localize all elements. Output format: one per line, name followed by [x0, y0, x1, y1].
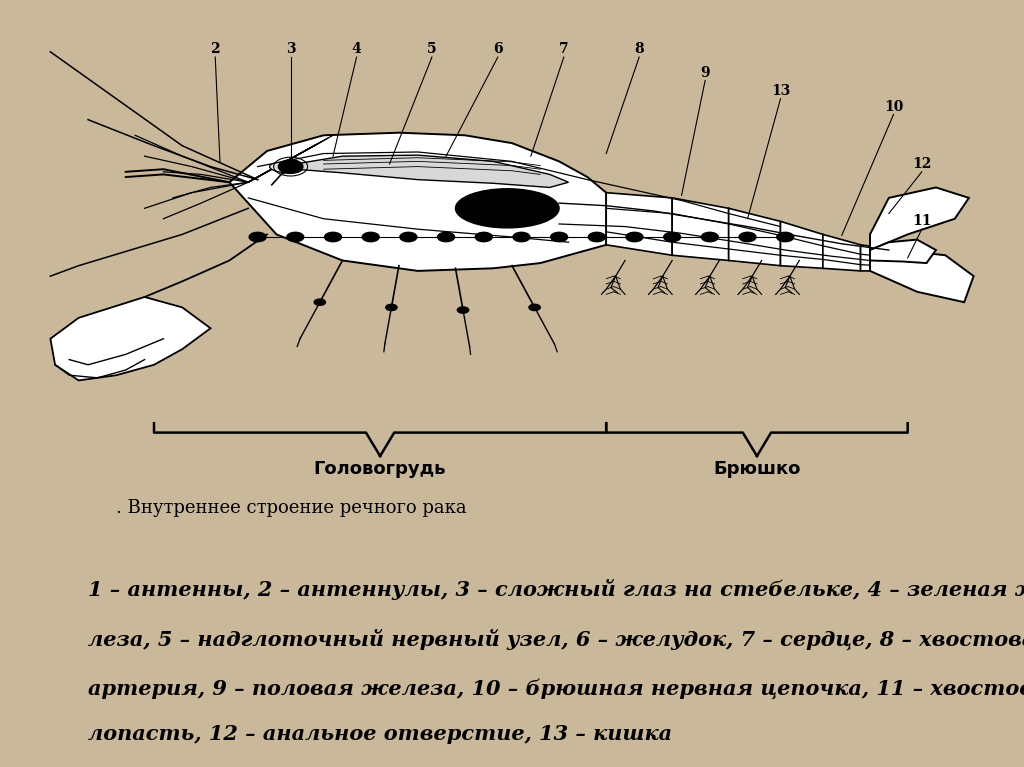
Polygon shape — [780, 222, 823, 268]
Polygon shape — [672, 198, 729, 261]
Circle shape — [551, 232, 567, 242]
Text: артерия, 9 – половая железа, 10 – брюшная нервная цепочка, 11 – хвостовая: артерия, 9 – половая железа, 10 – брюшна… — [88, 679, 1024, 700]
Text: 3: 3 — [286, 42, 295, 56]
Text: 4: 4 — [351, 42, 361, 56]
Polygon shape — [823, 235, 860, 271]
Circle shape — [314, 299, 326, 305]
Text: 5: 5 — [427, 42, 436, 56]
Text: 7: 7 — [559, 42, 568, 56]
Circle shape — [458, 307, 469, 313]
Text: 8: 8 — [635, 42, 644, 56]
Circle shape — [739, 232, 756, 242]
Text: Брюшко: Брюшко — [714, 460, 801, 478]
Circle shape — [279, 160, 303, 173]
Circle shape — [400, 232, 417, 242]
Text: . Внутреннее строение речного рака: . Внутреннее строение речного рака — [117, 499, 467, 517]
Circle shape — [437, 232, 455, 242]
Polygon shape — [870, 250, 974, 302]
Text: Головогрудь: Головогрудь — [314, 460, 446, 478]
Text: 6: 6 — [494, 42, 503, 56]
Polygon shape — [860, 245, 898, 271]
Circle shape — [249, 232, 266, 242]
Text: 9: 9 — [700, 66, 710, 80]
Ellipse shape — [456, 189, 559, 228]
Text: 11: 11 — [912, 214, 932, 229]
Circle shape — [513, 232, 529, 242]
Text: леза, 5 – надглоточный нервный узел, 6 – желудок, 7 – сердце, 8 – хвостовая: леза, 5 – надглоточный нервный узел, 6 –… — [88, 628, 1024, 650]
Circle shape — [362, 232, 379, 242]
Polygon shape — [729, 209, 780, 265]
Circle shape — [325, 232, 341, 242]
Text: 2: 2 — [211, 42, 220, 56]
Text: лопасть, 12 – анальное отверстие, 13 – кишка: лопасть, 12 – анальное отверстие, 13 – к… — [88, 725, 672, 745]
Text: 12: 12 — [912, 157, 932, 171]
Circle shape — [475, 232, 493, 242]
Text: 13: 13 — [771, 84, 791, 98]
Circle shape — [529, 304, 541, 311]
Circle shape — [386, 304, 397, 311]
Polygon shape — [295, 155, 568, 187]
Polygon shape — [870, 239, 936, 263]
Text: 10: 10 — [884, 100, 903, 114]
Polygon shape — [870, 187, 969, 250]
Polygon shape — [50, 297, 211, 380]
Polygon shape — [229, 133, 606, 271]
Circle shape — [701, 232, 718, 242]
Circle shape — [664, 232, 681, 242]
Circle shape — [777, 232, 794, 242]
Polygon shape — [606, 193, 672, 255]
Circle shape — [626, 232, 643, 242]
Circle shape — [287, 232, 304, 242]
Circle shape — [589, 232, 605, 242]
Ellipse shape — [269, 163, 302, 173]
Text: 1 – антенны, 2 – антеннулы, 3 – сложный глаз на стебельке, 4 – зеленая же-: 1 – антенны, 2 – антеннулы, 3 – сложный … — [88, 579, 1024, 600]
